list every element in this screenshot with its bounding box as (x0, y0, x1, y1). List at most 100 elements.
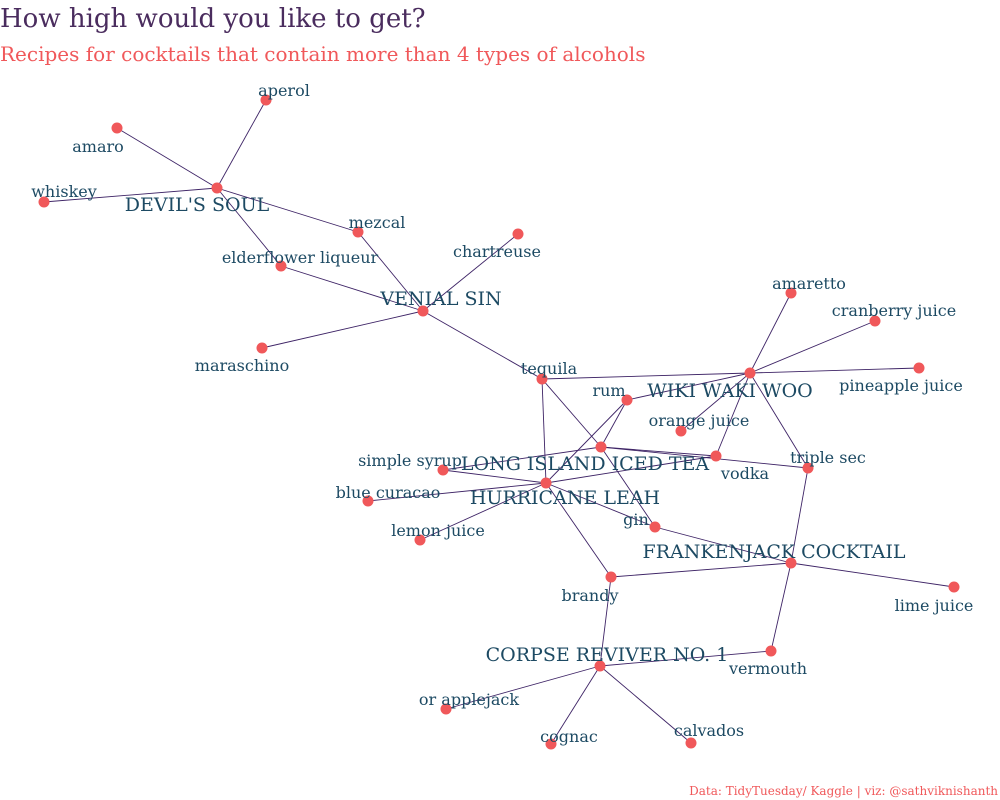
edges-layer (43, 99, 955, 745)
cocktail-label-wiki-waki-woo: WIKI WAKI WOO (647, 380, 813, 402)
node-venial-sin (417, 305, 429, 317)
ingredient-label-chartreuse: chartreuse (453, 242, 541, 261)
node-pineapple-juice (913, 362, 925, 374)
node-aperol (260, 94, 272, 106)
node-long-island-iced-tea (595, 441, 607, 453)
edge-hurricane-leah-lemon-juice (419, 482, 547, 541)
node-amaro (111, 122, 123, 134)
edge-wiki-waki-woo-orange-juice (680, 372, 751, 432)
edge-wiki-waki-woo-vodka (715, 372, 751, 457)
node-whiskey (38, 196, 50, 208)
edge-wiki-waki-woo-triple-sec (749, 372, 809, 469)
ingredient-label-lemon-juice: lemon juice (391, 521, 485, 540)
edge-long-island-iced-tea-rum (600, 399, 628, 448)
ingredient-label-triple-sec: triple sec (790, 448, 866, 467)
ingredient-label-elderflower-liqueur: elderflower liqueur (222, 248, 379, 267)
edge-frankenjack-cocktail-brandy (610, 562, 792, 578)
edge-frankenjack-cocktail-gin (654, 526, 792, 564)
node-vermouth (765, 645, 777, 657)
node-orange-juice (675, 425, 687, 437)
edge-corpse-reviver-no-1-brandy (599, 576, 612, 667)
ingredient-label-orange-juice: orange juice (649, 411, 750, 430)
ingredient-label-gin: gin (623, 510, 649, 529)
node-or-applejack (440, 703, 452, 715)
edge-corpse-reviver-no-1-or-applejack (445, 665, 601, 710)
node-triple-sec (802, 462, 814, 474)
ingredient-label-tequila: tequila (521, 359, 578, 378)
node-rum (621, 394, 633, 406)
node-simple-syrup (437, 464, 449, 476)
node-lime-juice (948, 581, 960, 593)
ingredient-label-vodka: vodka (720, 464, 770, 483)
edge-devil-s-soul-whiskey (43, 187, 218, 203)
edge-devil-s-soul-amaro (116, 127, 218, 189)
chart-title: How high would you like to get? (0, 4, 426, 34)
node-blue-curacao (362, 495, 374, 507)
cocktail-label-long-island-iced-tea: LONG ISLAND ICED TEA (461, 453, 710, 475)
ingredient-label-cranberry-juice: cranberry juice (832, 301, 956, 320)
edge-devil-s-soul-elderflower-liqueur (216, 187, 282, 267)
edge-corpse-reviver-no-1-calvados (599, 665, 692, 744)
edge-hurricane-leah-gin (545, 482, 656, 528)
node-tequila (536, 373, 548, 385)
edge-venial-sin-elderflower-liqueur (280, 265, 424, 312)
ingredient-label-calvados: calvados (674, 721, 744, 740)
ingredient-label-mezcal: mezcal (349, 213, 406, 232)
ingredient-label-pineapple-juice: pineapple juice (839, 376, 963, 395)
edge-hurricane-leah-simple-syrup (442, 469, 547, 484)
edge-frankenjack-cocktail-lime-juice (790, 562, 955, 588)
node-calvados (685, 737, 697, 749)
node-wiki-waki-woo (744, 367, 756, 379)
cocktail-label-hurricane-leah: HURRICANE LEAH (470, 487, 660, 509)
node-cranberry-juice (869, 315, 881, 327)
node-corpse-reviver-no-1 (594, 660, 606, 672)
edge-devil-s-soul-aperol (216, 99, 267, 189)
ingredient-label-brandy: brandy (561, 586, 618, 605)
ingredient-label-rum: rum (592, 381, 625, 400)
ingredient-label-or-applejack: or applejack (419, 690, 519, 709)
node-amaretto (785, 287, 797, 299)
node-devil-s-soul (211, 182, 223, 194)
node-hurricane-leah (540, 477, 552, 489)
node-maraschino (256, 342, 268, 354)
edge-wiki-waki-woo-pineapple-juice (749, 367, 920, 374)
edge-devil-s-soul-mezcal (216, 187, 359, 233)
ingredient-label-maraschino: maraschino (195, 356, 289, 375)
edge-frankenjack-cocktail-triple-sec (790, 467, 809, 564)
edge-venial-sin-chartreuse (422, 233, 519, 312)
ingredient-label-amaretto: amaretto (772, 274, 846, 293)
ingredient-label-simple-syrup: simple syrup (358, 451, 462, 470)
edge-long-island-iced-tea-tequila (541, 378, 602, 448)
ingredient-label-vermouth: vermouth (728, 659, 807, 678)
ingredient-label-whiskey: whiskey (31, 182, 97, 201)
node-gin (649, 521, 661, 533)
node-frankenjack-cocktail (785, 557, 797, 569)
ingredient-label-lime-juice: lime juice (895, 596, 974, 615)
ingredient-label-amaro: amaro (72, 137, 124, 156)
node-elderflower-liqueur (275, 260, 287, 272)
edge-venial-sin-maraschino (261, 310, 424, 349)
source-caption: Data: TidyTuesday/ Kaggle | viz: @sathvi… (689, 784, 998, 798)
ingredient-label-aperol: aperol (258, 81, 310, 100)
node-cognac (545, 738, 557, 750)
edge-wiki-waki-woo-cranberry-juice (749, 320, 876, 374)
cocktail-label-frankenjack-cocktail: FRANKENJACK COCKTAIL (643, 541, 906, 563)
edge-corpse-reviver-no-1-vermouth (599, 650, 772, 667)
edge-wiki-waki-woo-amaretto (749, 292, 792, 374)
edge-hurricane-leah-brandy (545, 482, 612, 578)
node-vodka (710, 450, 722, 462)
edge-long-island-iced-tea-simple-syrup (442, 446, 602, 471)
labels-layer: DEVIL'S SOUL aperol amaro whiskey mezcal elde… (31, 81, 973, 746)
edge-hurricane-leah-vodka (545, 455, 717, 484)
edge-venial-sin-mezcal (357, 231, 424, 312)
cocktail-label-venial-sin: VENIAL SIN (379, 288, 501, 310)
edge-hurricane-leah-blue-curacao (367, 482, 547, 502)
node-lemon-juice (414, 534, 426, 546)
node-mezcal (352, 226, 364, 238)
node-brandy (605, 571, 617, 583)
edge-corpse-reviver-no-1-cognac (550, 665, 601, 745)
ingredient-label-blue-curacao: blue curacao (336, 483, 441, 502)
edge-hurricane-leah-tequila (541, 378, 547, 484)
edge-wiki-waki-woo-tequila (541, 372, 751, 380)
